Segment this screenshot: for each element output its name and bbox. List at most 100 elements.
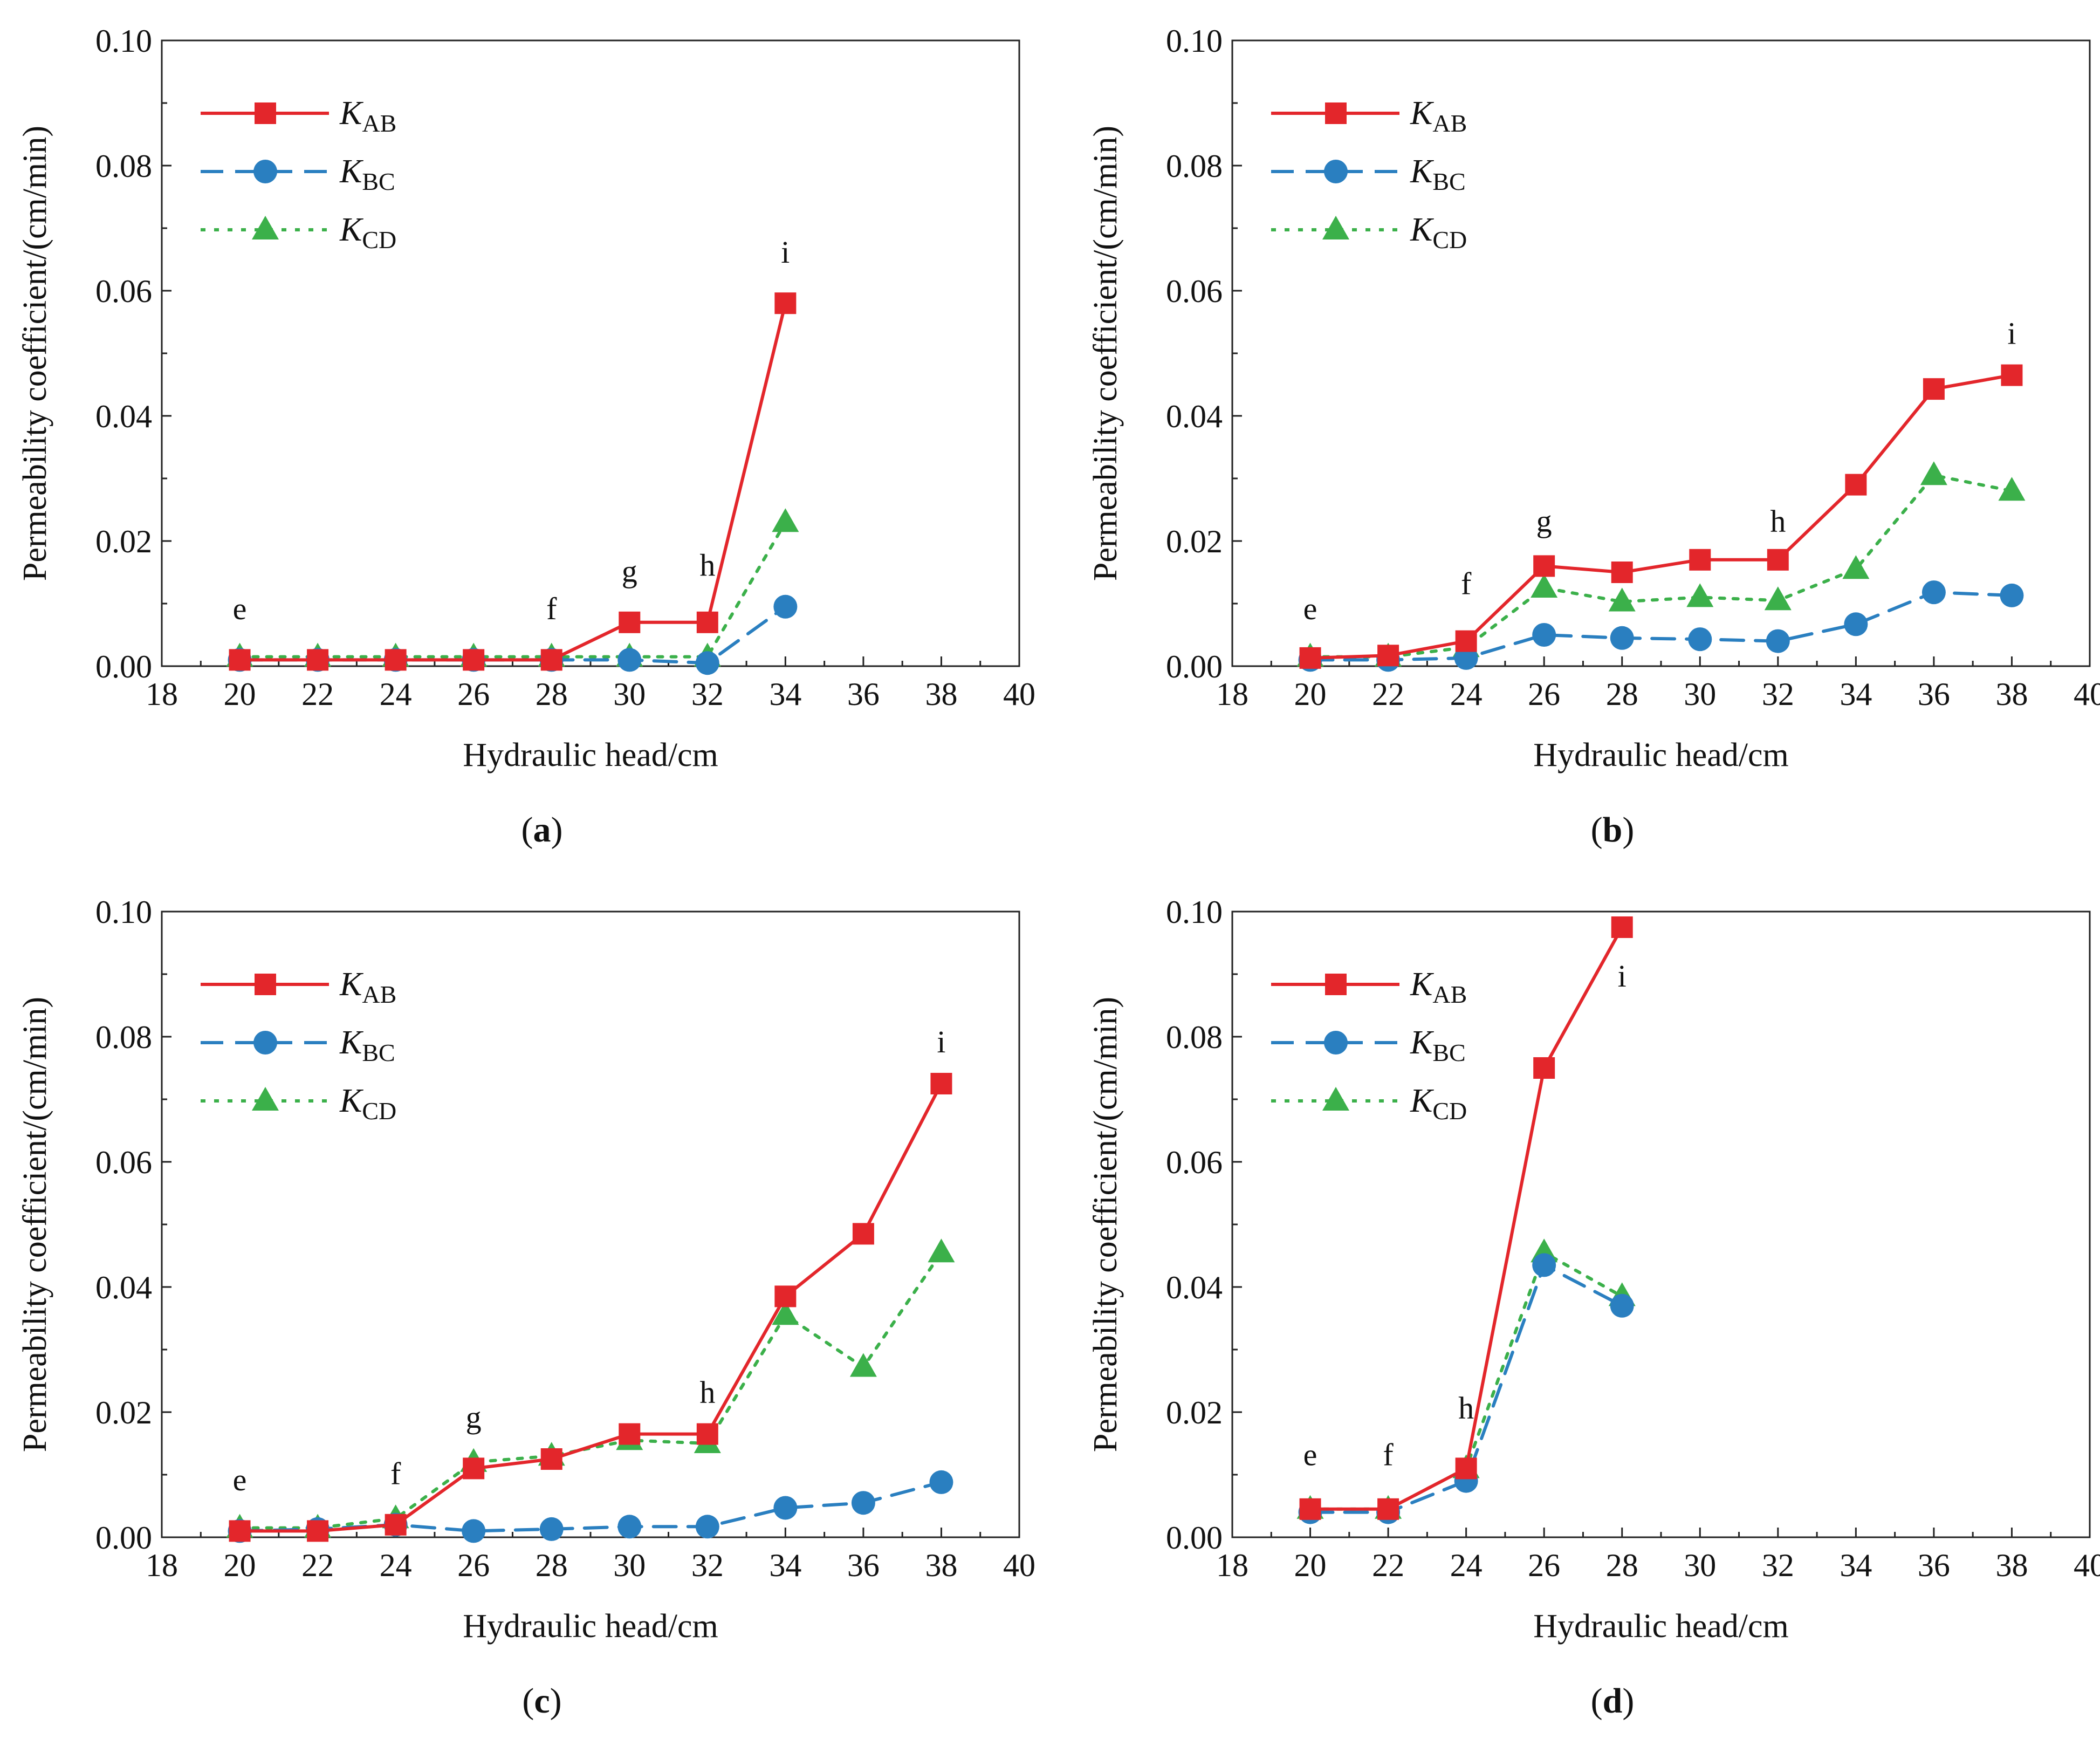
legend-label-subscript: CD [1432,1097,1467,1125]
data-point-kab [463,649,485,671]
data-point-kbc [1844,612,1868,636]
data-point-kab [463,1457,485,1480]
annotation-label: h [1770,504,1786,539]
annotation-label: f [390,1456,401,1491]
caption-letter: a [533,810,551,850]
legend-label-kab: KAB [1410,95,1467,137]
x-tick-label: 30 [1684,676,1716,712]
legend-label-subscript: BC [1432,1039,1465,1066]
x-tick-label: 26 [1528,1548,1560,1583]
series-line-kbc [238,1480,943,1533]
data-point-kcd [1764,586,1792,611]
y-tick-label: 0.10 [95,894,152,930]
data-point-kab [307,1520,329,1542]
legend-label-subscript: CD [362,1097,396,1125]
series-line-kcd [1308,474,2014,659]
legend-label-kbc: KBC [1410,1024,1466,1066]
legend-marker-kab [255,102,276,124]
annotation-label: e [233,1462,247,1497]
data-point-kab [930,1073,952,1094]
data-point-kab [2001,364,2023,386]
data-point-kab [229,1520,251,1542]
y-tick-label: 0.10 [1166,23,1223,59]
y-tick-label: 0.08 [1166,1019,1223,1055]
x-tick-label: 18 [146,1548,178,1583]
annotation-label: g [466,1400,482,1435]
legend-label-kcd: KCD [1410,211,1467,254]
data-point-kbc [617,648,642,672]
annotation-label: i [781,235,790,270]
annotation-label: f [1383,1437,1394,1473]
series-line-kcd [238,521,787,659]
x-tick-label: 34 [1840,1548,1872,1583]
data-point-kbc [1532,623,1556,647]
x-tick-label: 24 [380,676,412,712]
x-axis-label: Hydraulic head/cm [463,737,718,773]
data-point-kcd [1998,477,2026,501]
legend-label-main: K [339,153,364,190]
legend-label-subscript: BC [362,1039,395,1066]
annotation-label: g [622,553,637,588]
series-kbc [1298,580,2024,672]
y-tick-label: 0.06 [95,273,152,309]
legend-label-main: K [1410,153,1435,190]
x-tick-label: 40 [1003,1548,1035,1583]
series-line-kbc [1308,591,2014,662]
panel-caption: (a) [521,810,563,850]
panel-b: 18 20 22 24 26 28 30 32 34 36 38 40 0.00 0.02 0.04 0.06… [1087,23,2100,850]
x-tick-label: 30 [1684,1548,1716,1583]
caption-letter: b [1603,810,1623,850]
data-point-kbc [695,1515,719,1539]
x-tick-label: 18 [1216,1548,1248,1583]
data-point-kab [1923,378,1945,400]
legend-marker-kcd [252,216,279,239]
annotation-label: h [699,547,715,583]
x-tick-label: 30 [613,676,646,712]
legend-label-main: K [339,1083,364,1119]
annotation-label: g [1536,504,1552,539]
series-kcd [1296,461,2026,667]
annotation-label: e [1303,1437,1317,1473]
panel-caption: (d) [1591,1681,1635,1721]
y-tick-label: 0.06 [1166,273,1223,309]
caption-paren-close: ) [551,810,563,850]
legend-label-subscript: CD [1432,226,1467,254]
x-tick-label: 20 [224,676,256,712]
y-tick-label: 0.00 [95,1520,152,1556]
data-point-kab [1455,1457,1477,1480]
y-tick-label: 0.00 [1166,649,1223,684]
data-point-kcd [772,508,799,532]
series-line-kab [238,1082,943,1533]
data-point-kab [619,1423,641,1445]
legend-label-main: K [339,966,364,1003]
caption-paren-close: ) [1622,810,1634,850]
data-point-kbc [1532,1253,1556,1277]
y-tick-label: 0.00 [95,649,152,684]
data-point-kcd [1531,574,1558,598]
data-point-kbc [1766,629,1790,653]
data-point-kcd [849,1353,877,1377]
legend-marker-kcd [1322,1087,1349,1111]
x-tick-label: 26 [457,676,490,712]
legend-marker-kab [255,974,276,995]
series-kab [229,1073,952,1542]
y-tick-label: 0.10 [95,23,152,59]
data-point-kab [1611,916,1633,938]
x-tick-label: 22 [301,1548,334,1583]
x-tick-label: 24 [1450,1548,1483,1583]
data-point-kbc [1610,1293,1634,1318]
y-tick-label: 0.02 [1166,1395,1223,1430]
legend-label-kab: KAB [339,95,396,137]
y-axis-label: Permeability coefficient/(cm/min) [17,126,53,581]
series-kbc [228,1470,953,1543]
x-tick-label: 20 [1294,1548,1327,1583]
data-point-kab [774,1285,797,1307]
caption-paren-open: ( [521,810,533,850]
data-point-kbc [1454,646,1478,670]
x-tick-label: 28 [536,676,568,712]
legend-label-kcd: KCD [339,1083,396,1125]
legend-label-kcd: KCD [1410,1083,1467,1125]
panel-a: 18 20 22 24 26 28 30 32 34 36 38 40 0.00 0.02 0.04 0.06… [17,23,1035,850]
y-tick-label: 0.02 [95,524,152,559]
